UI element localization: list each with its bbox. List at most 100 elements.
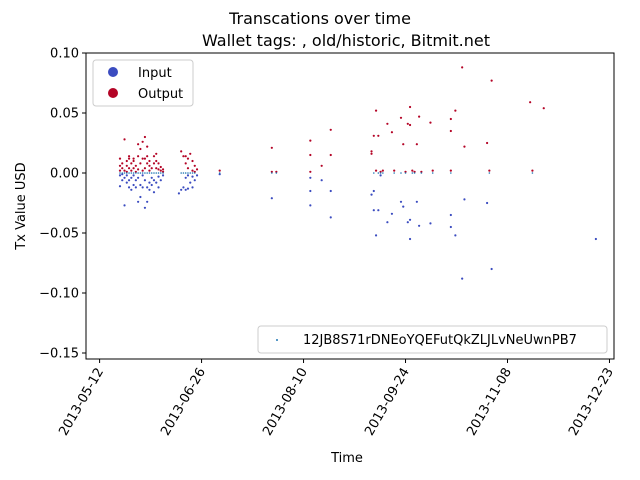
point-series-0-73 [372,134,375,137]
y-tick-label-5: −0.15 [39,347,79,362]
point-series-0-18 [134,164,137,167]
point-series-1-37 [177,192,181,195]
point-series-2-39 [420,172,423,174]
point-series-0-45 [159,165,162,169]
legend-output-marker [108,88,118,98]
point-series-1-36 [161,174,165,177]
point-series-0-94 [431,169,434,172]
point-series-0-12 [127,157,131,160]
point-series-1-77 [463,198,466,201]
point-series-0-52 [184,155,187,158]
point-series-0-30 [143,167,147,170]
legend-top: Input Output [92,59,194,107]
point-series-2-20 [180,172,182,174]
point-series-1-34 [157,175,160,178]
point-series-0-71 [370,150,373,153]
point-series-1-62 [379,174,382,177]
point-series-2-0 [119,172,121,174]
point-series-0-39 [152,162,156,165]
point-series-2-29 [275,172,278,174]
point-series-0-6 [123,169,126,172]
legend-top-box [92,59,194,107]
point-series-1-15 [134,186,137,189]
point-series-2-19 [162,172,164,174]
y-axis-label: Tx Value USD [14,162,29,250]
point-series-0-62 [270,146,273,149]
point-series-1-76 [461,277,464,280]
chart-title: Transcations over time [228,9,411,28]
point-series-0-80 [390,131,394,134]
point-series-1-11 [130,188,133,191]
x-tick-label-3: 2013-09-24 [362,366,413,439]
point-series-1-68 [408,237,412,241]
point-series-1-25 [146,186,149,189]
point-series-0-96 [449,129,452,133]
point-series-1-5 [123,176,126,179]
point-series-1-13 [132,174,135,177]
point-series-0-44 [157,162,160,165]
point-series-1-60 [374,234,378,237]
point-series-2-25 [191,172,194,174]
point-series-2-24 [189,172,192,174]
x-axis-ticks: 2013-05-12 2013-06-26 2013-08-10 2013-09-24… [56,359,617,438]
point-series-0-68 [320,164,323,167]
point-series-0-79 [386,122,389,125]
point-series-0-61 [218,169,221,172]
point-series-1-0 [118,174,122,177]
point-series-1-32 [155,181,158,184]
data-points [118,66,597,280]
point-series-0-70 [329,153,332,157]
point-series-1-23 [143,179,147,182]
point-series-0-2 [118,169,122,172]
point-series-0-14 [130,169,133,172]
point-series-1-49 [218,173,221,176]
point-series-0-88 [411,169,414,172]
y-tick-label-0: 0.10 [50,47,79,62]
point-series-0-67 [309,170,312,173]
point-series-0-100 [463,145,466,148]
point-series-0-33 [146,155,149,158]
point-series-2-42 [488,172,491,174]
point-series-1-28 [150,176,153,179]
point-series-2-3 [125,172,128,174]
point-series-1-24 [146,200,149,203]
point-series-0-53 [186,157,190,160]
point-series-0-87 [408,123,412,127]
point-series-0-74 [374,109,378,112]
point-series-0-13 [130,162,133,165]
point-series-0-21 [137,155,140,158]
point-series-1-55 [329,216,332,219]
point-series-0-64 [275,170,278,173]
point-series-2-41 [450,172,452,174]
point-series-2-4 [128,172,130,174]
point-series-0-46 [159,169,162,172]
point-series-1-35 [159,179,162,182]
point-series-2-38 [413,172,416,174]
point-series-1-9 [127,186,131,189]
point-series-2-40 [431,172,434,174]
point-series-0-59 [193,170,196,173]
x-tick-label-1: 2013-06-26 [158,366,209,439]
point-series-2-34 [393,172,395,174]
point-series-0-20 [137,143,140,146]
point-series-1-73 [449,225,452,229]
point-series-0-91 [418,115,421,118]
point-series-1-67 [406,221,409,224]
point-series-2-1 [121,172,124,174]
point-series-0-42 [155,159,158,163]
point-series-1-17 [137,176,140,179]
point-series-0-34 [148,164,151,167]
point-series-1-78 [486,201,489,205]
point-series-0-24 [139,162,142,165]
point-series-0-1 [118,164,122,167]
point-series-2-35 [400,172,402,174]
point-series-0-37 [150,167,153,170]
point-series-0-29 [143,157,147,160]
point-series-0-83 [402,143,405,146]
point-series-0-19 [134,170,137,173]
point-series-1-53 [309,176,312,179]
point-series-0-50 [182,155,185,158]
point-series-0-102 [488,169,491,172]
point-series-1-20 [141,186,144,189]
